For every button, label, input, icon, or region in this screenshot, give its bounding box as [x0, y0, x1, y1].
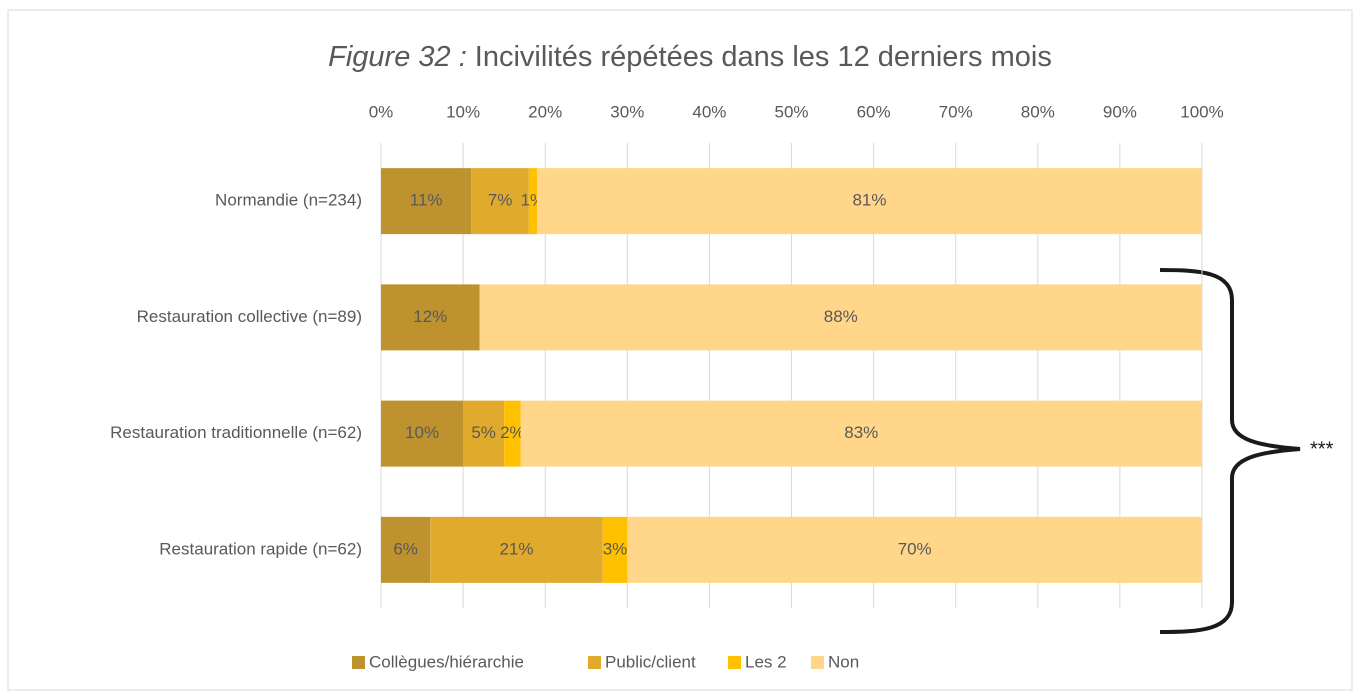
chart-title-group: Figure 32 : Incivilités répétées dans les… — [328, 41, 1052, 73]
bar-segment — [627, 516, 1202, 583]
value-label: 21% — [499, 539, 533, 558]
bar-segment — [381, 516, 431, 583]
y-tick-label: Restauration traditionnelle (n=62) — [110, 423, 362, 442]
brace — [1159, 268, 1301, 634]
bar-segment — [381, 168, 472, 235]
x-tick-label: 60% — [857, 102, 891, 121]
value-label: 6% — [393, 539, 418, 558]
y-tick-label: Restauration collective (n=89) — [137, 307, 362, 326]
x-tick-label: 70% — [939, 102, 973, 121]
bar-segment — [602, 516, 628, 583]
value-label: 70% — [898, 539, 932, 558]
value-label: 3% — [603, 539, 628, 558]
x-tick-label: 0% — [369, 102, 394, 121]
value-label: 7% — [488, 191, 513, 210]
value-label: 88% — [824, 307, 858, 326]
value-label: 81% — [852, 191, 886, 210]
x-tick-label: 10% — [446, 102, 480, 121]
y-tick-label: Normandie (n=234) — [215, 191, 362, 210]
x-tick-label: 30% — [610, 102, 644, 121]
value-label: 10% — [405, 423, 439, 442]
legend-swatch — [811, 656, 824, 669]
legend-label: Non — [828, 652, 859, 671]
bar-segment — [536, 168, 1202, 235]
value-label: 11% — [410, 191, 443, 210]
bar-segment — [430, 516, 603, 583]
x-tick-label: 20% — [528, 102, 562, 121]
x-tick-label: 50% — [774, 102, 808, 121]
bar-segment — [479, 284, 1202, 351]
bar-segment — [520, 400, 1202, 467]
legend-swatch — [588, 656, 601, 669]
legend-swatch — [352, 656, 365, 669]
title-label: Figure 32 : — [328, 41, 467, 73]
legend-label: Les 2 — [745, 652, 787, 671]
annotation: *** — [1310, 438, 1334, 460]
bar-segment — [381, 400, 464, 467]
legend-label: Public/client — [605, 652, 696, 671]
bar-segment — [381, 284, 480, 351]
bar-segment — [504, 400, 521, 467]
x-tick-label: 80% — [1021, 102, 1055, 121]
value-label: 2% — [500, 423, 525, 442]
bar-segment — [528, 168, 537, 235]
bar-segment — [471, 168, 529, 235]
value-label: 5% — [471, 423, 496, 442]
x-tick-label: 40% — [692, 102, 726, 121]
legend-label: Collègues/hiérarchie — [369, 652, 524, 671]
value-label: 83% — [844, 423, 878, 442]
x-tick-label: 100% — [1180, 102, 1223, 121]
bar-segment — [463, 400, 505, 467]
x-tick-label: 90% — [1103, 102, 1137, 121]
y-tick-label: Restauration rapide (n=62) — [159, 539, 362, 558]
value-label: 12% — [413, 307, 447, 326]
chart-title: Incivilités répétées dans les 12 dernier… — [475, 41, 1052, 73]
legend-swatch — [728, 656, 741, 669]
